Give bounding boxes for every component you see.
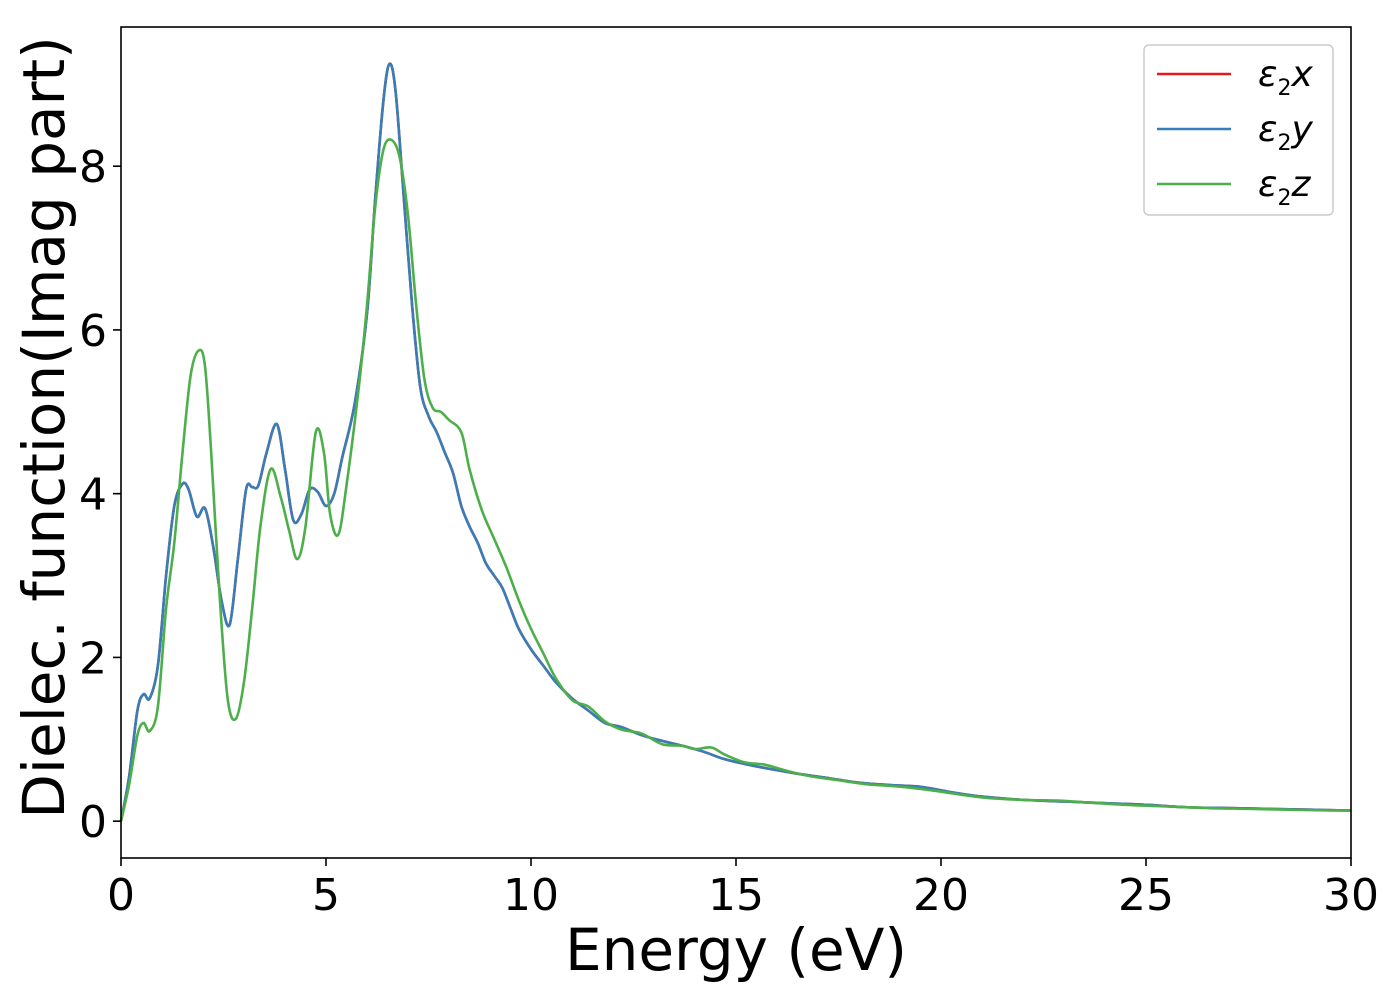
- x-tick-label: 20: [913, 870, 969, 921]
- y-tick-label: 6: [79, 306, 107, 357]
- legend-label: ε2y: [1258, 109, 1313, 156]
- x-tick-label: 30: [1323, 870, 1379, 921]
- legend: ε2x ε2y ε2z: [1143, 44, 1334, 216]
- x-tick-label: 15: [708, 870, 764, 921]
- x-tick-label: 0: [107, 870, 135, 921]
- series-layer: [119, 62, 1352, 822]
- x-tick-label: 25: [1118, 870, 1174, 921]
- x-tick-label: 10: [503, 870, 559, 921]
- x-tick-label: 5: [312, 870, 340, 921]
- legend-item-z: ε2z: [1157, 164, 1311, 211]
- y-axis-title: Dielec. function(Imag part): [10, 36, 78, 819]
- legend-box: [1143, 44, 1334, 216]
- y-tick-label: 4: [79, 470, 107, 521]
- y-tick-label: 8: [79, 142, 107, 193]
- legend-item-y: ε2y: [1157, 109, 1313, 156]
- y-tick-label: 0: [79, 797, 107, 848]
- legend-item-x: ε2x: [1157, 54, 1313, 101]
- x-axis-title: Energy (eV): [565, 916, 907, 984]
- legend-label: ε2z: [1258, 164, 1311, 211]
- series-line-z: [119, 138, 1352, 822]
- legend-label: ε2x: [1258, 54, 1313, 101]
- x-axis-ticks: 0 5 10 15 20 25 30: [107, 858, 1379, 921]
- y-tick-label: 2: [79, 633, 107, 684]
- y-axis-ticks: 0 2 4 6 8: [79, 142, 121, 848]
